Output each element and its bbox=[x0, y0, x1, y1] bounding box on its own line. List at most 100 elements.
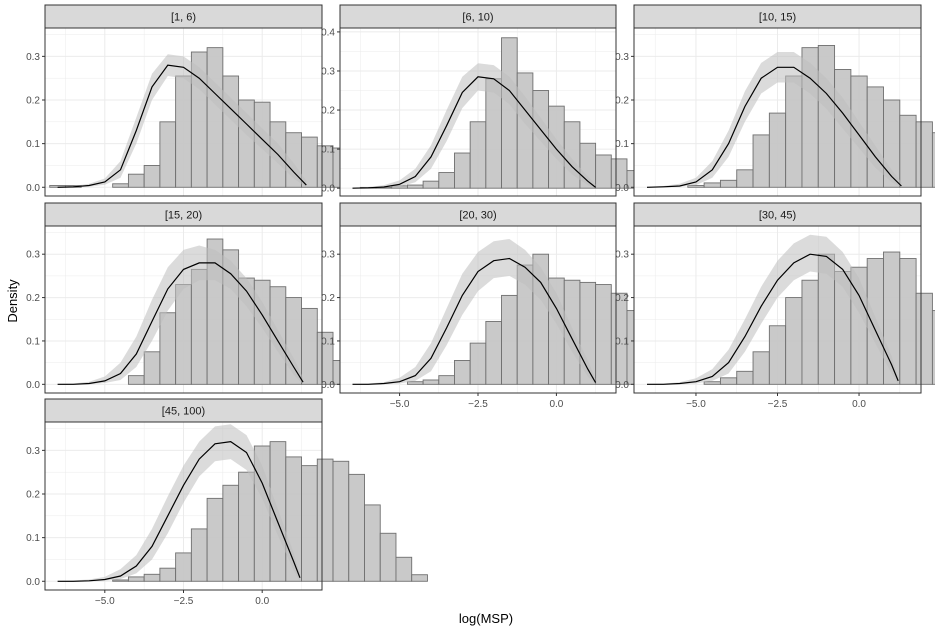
histogram-bar bbox=[175, 75, 192, 188]
x-tick-label: −5.0 bbox=[686, 399, 706, 410]
histogram-bar bbox=[406, 381, 424, 385]
histogram-bar bbox=[485, 320, 502, 385]
histogram-bar bbox=[931, 310, 935, 385]
histogram-bar bbox=[112, 183, 129, 188]
y-tick-label: 0.2 bbox=[615, 293, 629, 304]
y-tick-label: 0.1 bbox=[26, 139, 40, 150]
x-tick-label: 0.0 bbox=[549, 399, 563, 410]
histogram-bar bbox=[438, 375, 455, 385]
y-tick-label: 0.0 bbox=[26, 380, 40, 391]
y-tick-label: 0.2 bbox=[615, 96, 629, 107]
facet-label: [1, 6) bbox=[171, 12, 196, 24]
y-tick-label: 0.3 bbox=[26, 52, 40, 63]
x-tick-label: −5.0 bbox=[390, 399, 410, 410]
y-tick-label: 0.1 bbox=[26, 336, 40, 347]
histogram-bar bbox=[238, 471, 255, 582]
histogram-bar bbox=[332, 460, 350, 582]
x-tick-label: −2.5 bbox=[174, 596, 194, 607]
histogram-bar bbox=[752, 351, 770, 385]
histogram-bar bbox=[752, 134, 770, 188]
histogram-bar bbox=[301, 307, 318, 385]
y-tick-label: 0.3 bbox=[321, 250, 335, 261]
histogram-bars bbox=[687, 45, 935, 188]
histogram-bar bbox=[159, 121, 177, 188]
histogram-bar bbox=[768, 112, 787, 188]
histogram-bar bbox=[159, 312, 177, 385]
histogram-bar bbox=[454, 152, 471, 189]
x-tick-label: 0.0 bbox=[852, 399, 866, 410]
facet-label: [30, 45) bbox=[759, 210, 796, 222]
histogram-bar bbox=[915, 121, 933, 188]
histogram-bar bbox=[143, 573, 161, 582]
histogram-bar bbox=[112, 579, 129, 582]
facet-strip bbox=[44, 4, 323, 29]
facet-strip bbox=[339, 202, 617, 227]
facet-panel: [45, 100) 0.0 0.1 0.2 0.3 −5.0 −2.5 0.0 bbox=[26, 398, 428, 607]
y-tick-label: 0.0 bbox=[615, 183, 629, 194]
histogram-bar bbox=[595, 154, 612, 189]
histogram-bar bbox=[348, 473, 365, 582]
x-axis-title: log(MSP) bbox=[459, 611, 513, 626]
facet-label: [20, 30) bbox=[459, 210, 496, 222]
y-tick-label: 0.2 bbox=[321, 293, 335, 304]
histogram-bar bbox=[206, 47, 224, 188]
facet-panel: [15, 20) 0.0 0.1 0.2 0.3 bbox=[26, 202, 350, 394]
histogram-bar bbox=[206, 497, 224, 582]
histogram-bar bbox=[501, 294, 518, 385]
histogram-bar bbox=[438, 172, 455, 189]
histogram-bar bbox=[364, 504, 381, 582]
histogram-bar bbox=[127, 173, 145, 188]
x-tick-label: −2.5 bbox=[768, 399, 788, 410]
histogram-bar bbox=[817, 45, 836, 188]
density-curve bbox=[57, 440, 301, 582]
histogram-bar bbox=[719, 377, 738, 385]
y-tick-label: 0.2 bbox=[321, 106, 335, 117]
density-band bbox=[352, 239, 596, 385]
density-band bbox=[57, 245, 304, 385]
y-tick-label: 0.1 bbox=[615, 336, 629, 347]
histogram-bar bbox=[469, 342, 487, 385]
facet-strip bbox=[633, 4, 922, 29]
density-band bbox=[57, 424, 300, 582]
x-tick-label: −5.0 bbox=[95, 596, 115, 607]
histogram-bar bbox=[736, 169, 754, 188]
density-curve bbox=[646, 66, 902, 188]
density-curve bbox=[57, 64, 307, 188]
histogram-bar bbox=[595, 284, 612, 385]
histogram-bar bbox=[406, 184, 424, 189]
histogram-bar bbox=[899, 258, 917, 385]
y-tick-label: 0.3 bbox=[26, 446, 40, 457]
facet-panel: [30, 45) 0.0 0.1 0.2 0.3 −5.0 −2.5 0.0 bbox=[615, 202, 935, 410]
histogram-bar bbox=[703, 381, 721, 385]
panels-layer: [1, 6) 0.0 0.1 0.2 0.3 [6, 10) 0.0 0.1 0.2 0.3 0.4… bbox=[26, 4, 935, 607]
histogram-bar bbox=[785, 297, 803, 385]
y-tick-label: 0.3 bbox=[615, 250, 629, 261]
histogram-bar bbox=[501, 37, 518, 189]
density-band bbox=[647, 52, 902, 188]
facet-strip bbox=[339, 4, 617, 29]
y-tick-label: 0.3 bbox=[615, 52, 629, 63]
histogram-bar bbox=[316, 331, 334, 385]
histogram-bars bbox=[703, 251, 935, 385]
density-band bbox=[647, 234, 899, 385]
histogram-bar bbox=[190, 528, 208, 582]
y-tick-label: 0.2 bbox=[26, 490, 40, 501]
y-tick-label: 0.0 bbox=[26, 183, 40, 194]
density-curve bbox=[57, 262, 304, 385]
histogram-bar bbox=[159, 567, 177, 582]
y-axis-title: Density bbox=[5, 279, 20, 323]
facet-strip bbox=[633, 202, 922, 227]
histogram-bars bbox=[406, 253, 675, 385]
y-tick-label: 0.0 bbox=[26, 577, 40, 588]
histogram-bar bbox=[422, 379, 440, 385]
facet-label: [6, 10) bbox=[462, 12, 493, 24]
facet-strip bbox=[44, 202, 323, 227]
y-tick-label: 0.1 bbox=[321, 145, 335, 156]
facet-panel: [20, 30) 0.0 0.1 0.2 0.3 −5.0 −2.5 0.0 bbox=[321, 202, 675, 410]
histogram-bar bbox=[222, 484, 240, 582]
histogram-bar bbox=[301, 465, 318, 582]
histogram-bar bbox=[785, 75, 803, 188]
histogram-bar bbox=[687, 185, 705, 188]
facet-panel: [1, 6) 0.0 0.1 0.2 0.3 bbox=[26, 4, 350, 197]
